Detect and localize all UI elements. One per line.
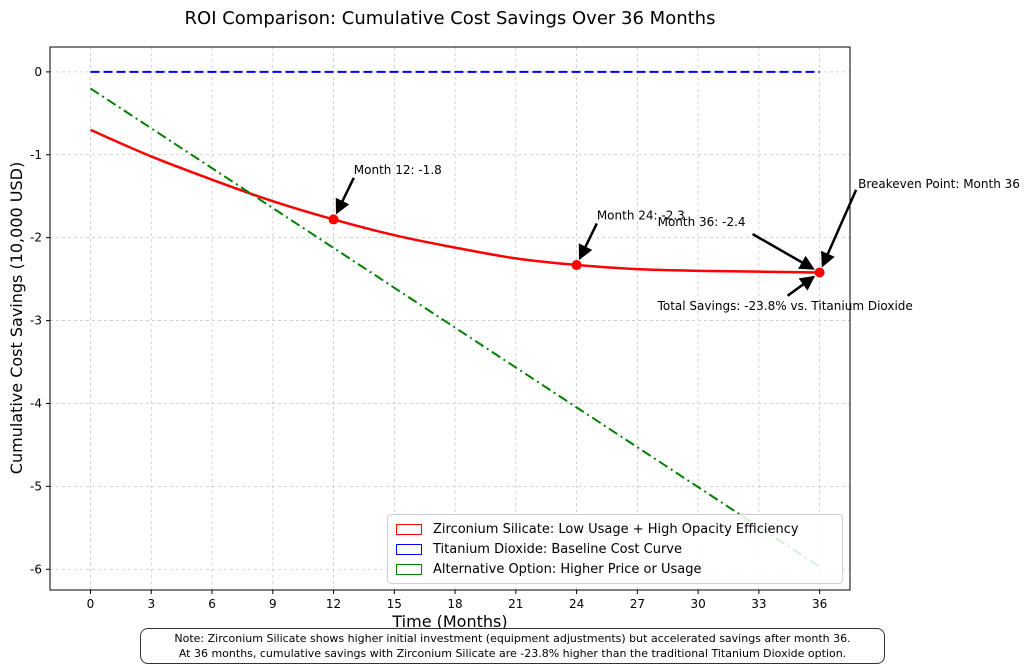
legend-item-alternative: Alternative Option: Higher Price or Usag…: [396, 559, 702, 579]
y-tick-label: -2: [30, 231, 42, 245]
annotation-label: Month 24: -2.3: [597, 208, 685, 222]
legend-label-titanium: Titanium Dioxide: Baseline Cost Curve: [433, 541, 682, 557]
x-tick-label: 0: [87, 597, 95, 611]
y-axis-label: Cumulative Cost Savings (10,000 USD): [7, 162, 26, 474]
y-tick-label: -6: [30, 562, 42, 576]
x-tick-label: 6: [208, 597, 216, 611]
annotation-arrow: [335, 177, 355, 215]
y-tick-label: -1: [30, 148, 42, 162]
legend-label-zirconium: Zirconium Silicate: Low Usage + High Opa…: [433, 521, 799, 537]
x-tick-label: 33: [751, 597, 766, 611]
data-point-marker: [814, 267, 825, 278]
y-tick-label: -3: [30, 314, 42, 328]
x-tick-label: 27: [630, 597, 645, 611]
note-line-1: Note: Zirconium Silicate shows higher in…: [174, 632, 851, 645]
tick-layer: 0 3 6 9 12 15 18 21 24 27 30 33 360-1-2-3-4-5-6: [30, 65, 827, 611]
series-line-alternative: [89, 87, 821, 568]
data-point-marker: [328, 214, 339, 225]
y-tick-label: 0: [34, 65, 42, 79]
x-tick-label: 18: [447, 597, 462, 611]
note-box: Note: Zirconium Silicate shows higher in…: [140, 628, 885, 664]
annotation-arrow: [578, 222, 598, 261]
annotation-label: Month 36: -2.4: [658, 215, 746, 229]
note-line-2: At 36 months, cumulative savings with Zi…: [178, 647, 847, 660]
x-tick-label: 30: [690, 597, 705, 611]
legend-label-alternative: Alternative Option: Higher Price or Usag…: [433, 561, 702, 577]
legend: Zirconium Silicate: Low Usage + High Opa…: [387, 514, 843, 584]
legend-swatch-titanium: [396, 543, 422, 555]
y-tick-label: -5: [30, 479, 42, 493]
legend-swatch-alternative: [396, 563, 422, 575]
annotation-label: Total Savings: -23.8% vs. Titanium Dioxi…: [657, 299, 913, 313]
annotation-label: Breakeven Point: Month 36: [858, 177, 1020, 191]
plot-frame: [49, 46, 851, 591]
legend-item-zirconium: Zirconium Silicate: Low Usage + High Opa…: [396, 519, 799, 539]
x-tick-label: 9: [269, 597, 277, 611]
grid: [50, 47, 850, 590]
x-tick-label: 12: [326, 597, 341, 611]
y-tick-label: -4: [30, 396, 42, 410]
chart-title: ROI Comparison: Cumulative Cost Savings …: [185, 8, 716, 29]
x-axis-label: Time (Months): [391, 612, 507, 631]
series-layer: [89, 70, 821, 568]
annotation-arrow: [821, 189, 858, 268]
x-tick-label: 36: [812, 597, 827, 611]
x-tick-label: 21: [508, 597, 523, 611]
x-tick-label: 15: [387, 597, 402, 611]
data-point-marker: [571, 260, 582, 271]
annotation-label: Month 12: -1.8: [354, 163, 442, 177]
legend-item-titanium: Titanium Dioxide: Baseline Cost Curve: [396, 539, 682, 559]
annotation-arrow: [786, 275, 816, 297]
legend-swatch-zirconium: [396, 523, 422, 535]
annotation-arrow: [751, 232, 815, 270]
series-line-zirconium: [90, 128, 820, 274]
x-tick-label: 24: [569, 597, 584, 611]
x-tick-label: 3: [147, 597, 155, 611]
marker-layer: [328, 214, 825, 278]
